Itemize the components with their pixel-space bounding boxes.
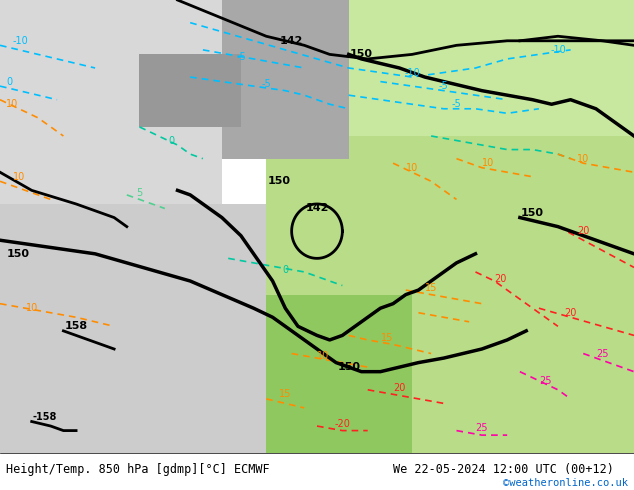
Polygon shape bbox=[0, 204, 266, 453]
Text: 150: 150 bbox=[268, 176, 290, 186]
Polygon shape bbox=[266, 294, 412, 453]
Text: 10: 10 bbox=[25, 303, 38, 313]
Text: ©weatheronline.co.uk: ©weatheronline.co.uk bbox=[503, 478, 628, 488]
Text: 142: 142 bbox=[306, 203, 328, 214]
Text: -5: -5 bbox=[439, 81, 449, 91]
Text: 25: 25 bbox=[476, 423, 488, 433]
Text: 150: 150 bbox=[6, 249, 29, 259]
Text: 10: 10 bbox=[13, 172, 25, 182]
Text: 25: 25 bbox=[539, 376, 552, 386]
Text: -5: -5 bbox=[451, 99, 462, 109]
Text: 10: 10 bbox=[6, 99, 18, 109]
Polygon shape bbox=[139, 54, 241, 127]
Text: 158: 158 bbox=[65, 321, 87, 331]
Text: 0: 0 bbox=[6, 76, 13, 87]
Text: -10: -10 bbox=[404, 68, 420, 77]
Text: 10: 10 bbox=[482, 158, 495, 168]
Text: -10: -10 bbox=[550, 45, 566, 55]
Text: 15: 15 bbox=[380, 333, 393, 343]
Text: Height/Temp. 850 hPa [gdmp][°C] ECMWF: Height/Temp. 850 hPa [gdmp][°C] ECMWF bbox=[6, 463, 270, 476]
Text: We 22-05-2024 12:00 UTC (00+12): We 22-05-2024 12:00 UTC (00+12) bbox=[393, 463, 614, 476]
Polygon shape bbox=[222, 0, 349, 159]
Text: -5: -5 bbox=[261, 79, 271, 89]
Text: -158: -158 bbox=[32, 412, 56, 422]
Text: 142: 142 bbox=[280, 36, 303, 46]
Text: 5: 5 bbox=[136, 188, 143, 197]
Polygon shape bbox=[266, 0, 634, 453]
Polygon shape bbox=[349, 0, 634, 136]
Text: 10: 10 bbox=[317, 351, 330, 361]
Text: 150: 150 bbox=[521, 208, 544, 218]
Text: -5: -5 bbox=[236, 51, 246, 62]
Text: -10: -10 bbox=[13, 36, 29, 46]
Text: 20: 20 bbox=[393, 383, 406, 392]
Polygon shape bbox=[0, 0, 222, 204]
Text: 0: 0 bbox=[168, 136, 174, 146]
Text: 10: 10 bbox=[406, 163, 418, 172]
Text: 20: 20 bbox=[495, 274, 507, 284]
Text: 15: 15 bbox=[425, 283, 437, 293]
Text: 20: 20 bbox=[577, 226, 590, 236]
Text: 150: 150 bbox=[337, 362, 360, 372]
Text: 150: 150 bbox=[350, 49, 373, 59]
Text: -20: -20 bbox=[334, 419, 351, 429]
Text: 0: 0 bbox=[282, 265, 288, 275]
Text: 25: 25 bbox=[596, 348, 609, 359]
Text: 20: 20 bbox=[564, 308, 577, 318]
Text: 10: 10 bbox=[577, 154, 590, 164]
Text: 15: 15 bbox=[279, 390, 292, 399]
